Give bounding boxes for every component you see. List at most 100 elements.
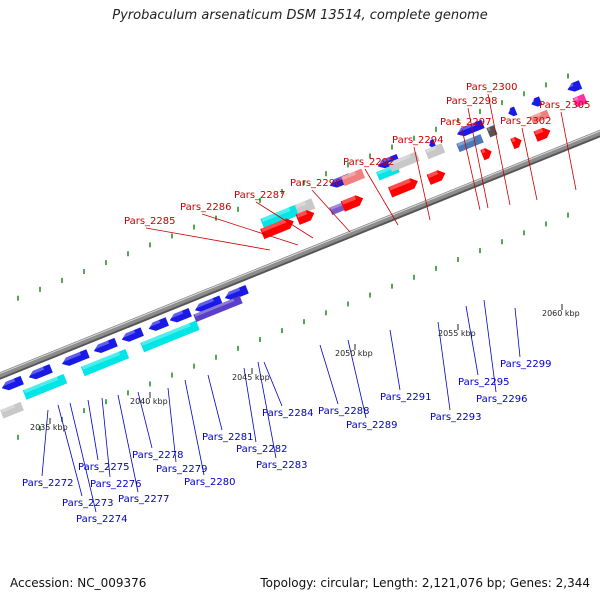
forward-leader-4	[311, 189, 351, 233]
map-title: Pyrobaculum arsenaticum DSM 13514, compl…	[112, 8, 488, 23]
forward-gene-4	[388, 178, 418, 198]
reverse-gene-b5-highlight	[507, 108, 511, 113]
forward-gene-5-highlight	[427, 170, 439, 178]
forward-gene-2	[295, 210, 315, 225]
reverse-leader-8	[167, 387, 177, 463]
pseudo-gene-upper-1-shape	[294, 198, 316, 216]
pseudo-gene-upper-3-highlight	[425, 145, 437, 153]
reverse-gene-8-shape	[195, 295, 223, 313]
purple-block-1-shape	[193, 295, 243, 322]
pseudo-gene-upper-1	[294, 198, 316, 216]
steel-block-1-highlight	[457, 136, 476, 147]
pseudo-gene-1-shape	[0, 401, 24, 419]
label-leader-lines	[41, 93, 577, 513]
reverse-gene-4	[93, 337, 118, 353]
reverse-gene-5	[121, 327, 144, 342]
reverse-leader-12	[257, 361, 277, 459]
reverse-gene-7	[169, 307, 192, 323]
reverse-gene-6-highlight	[147, 319, 161, 328]
reverse-gene-1-shape	[1, 375, 24, 391]
forward-leader-2	[201, 213, 299, 246]
reverse-label-19: Pars_2296	[476, 394, 527, 405]
reverse-gene-b5	[507, 106, 518, 117]
reverse-gene-9-highlight	[224, 287, 241, 297]
forward-gene-light-1	[340, 168, 366, 187]
reverse-leader-2	[57, 404, 83, 497]
reverse-gene-b6	[530, 96, 543, 107]
reverse-label-12: Pars_2283	[256, 460, 307, 471]
forward-gene-2-shape	[295, 210, 315, 225]
steel-block-1-shape	[456, 134, 484, 153]
forward-gene-6-shape	[480, 148, 492, 161]
reverse-gene-5-shape	[121, 327, 144, 342]
reverse-gene-b6-highlight	[530, 98, 535, 103]
forward-label-8: Pars_2298	[446, 96, 497, 107]
reverse-gene-4-highlight	[93, 340, 110, 350]
forward-leader-6	[413, 146, 431, 221]
forward-gene-3	[340, 195, 364, 212]
reverse-leader-20	[514, 307, 521, 358]
forward-gene-3-shape	[340, 195, 364, 212]
reverse-gene-b1-highlight	[329, 175, 344, 185]
reverse-gene-7-shape	[169, 307, 192, 323]
reverse-gene-2-shape	[28, 364, 53, 380]
pseudo-gene-upper-3	[424, 143, 446, 160]
reverse-label-2: Pars_2273	[62, 498, 113, 509]
forward-leader-8	[467, 107, 489, 209]
reverse-label-10: Pars_2281	[202, 432, 253, 443]
purple-block-1-highlight	[194, 298, 235, 317]
reverse-gene-1-highlight	[1, 378, 16, 387]
pseudo-gene-upper-1-highlight	[295, 200, 307, 209]
reverse-gene-3	[61, 349, 90, 366]
forward-gene-3-highlight	[341, 195, 357, 205]
forward-label-3: Pars_2287	[234, 190, 285, 201]
reverse-label-11: Pars_2282	[236, 444, 287, 455]
reverse-label-1: Pars_2272	[22, 478, 73, 489]
forward-label-2: Pars_2286	[180, 202, 231, 213]
scale-labels: 2035 kbp 2040 kbp 2045 kbp 2050 kbp 2055 kbp…	[30, 304, 580, 432]
reverse-gene-b2-highlight	[377, 156, 392, 165]
gene-labels: Pars_2285Pars_2286Pars_2287Pars_2290Pars…	[22, 82, 590, 525]
dark-block-1-highlight	[487, 126, 491, 131]
pseudo-gene-1	[0, 401, 24, 419]
reverse-gene-5-highlight	[121, 329, 136, 339]
reverse-label-7: Pars_2278	[132, 450, 183, 461]
forward-gene-2-highlight	[296, 210, 308, 218]
scale-label-3: 2045 kbp	[232, 373, 270, 382]
cds-band-4-highlight	[377, 166, 392, 175]
reverse-label-20: Pars_2299	[500, 359, 551, 370]
forward-label-10: Pars_2302	[500, 116, 551, 127]
forward-leader-7	[461, 128, 481, 211]
reverse-gene-2-highlight	[28, 366, 45, 376]
scale-label-1: 2035 kbp	[30, 423, 68, 432]
reverse-leader-4	[87, 399, 99, 461]
genome-axis	[0, 129, 600, 380]
forward-leader-1	[145, 227, 271, 251]
cds-band-3	[140, 320, 200, 353]
cds-band-1-highlight	[23, 376, 59, 394]
cds-band-2-highlight	[81, 351, 121, 370]
purple-block-2-highlight	[330, 202, 343, 210]
accession-text: Accession: NC_009376	[10, 576, 147, 590]
reverse-gene-b2-shape	[377, 153, 400, 169]
reverse-gene-7-highlight	[169, 310, 184, 319]
reverse-label-6: Pars_2277	[118, 494, 169, 505]
forward-gene-4-highlight	[388, 178, 411, 191]
forward-leader-11	[560, 111, 577, 191]
scale-label-6: 2060 kbp	[542, 309, 580, 318]
forward-gene-6	[480, 148, 492, 161]
reverse-gene-b7	[566, 80, 583, 92]
forward-gene-light-2-shape	[530, 109, 550, 124]
forward-label-5: Pars_2292	[343, 157, 394, 168]
genome-summary-text: Topology: circular; Length: 2,121,076 bp…	[260, 576, 590, 590]
cds-band-3-shape	[140, 320, 200, 353]
forward-gene-8-shape	[533, 127, 551, 142]
forward-gene-8	[533, 127, 551, 142]
purple-block-1	[193, 295, 243, 322]
forward-gene-8-highlight	[534, 128, 544, 135]
reverse-gene-8	[194, 295, 223, 313]
reverse-leader-9	[184, 379, 205, 476]
reverse-leader-1	[41, 409, 49, 477]
reverse-label-14: Pars_2288	[318, 406, 369, 417]
forward-gene-7-highlight	[511, 137, 516, 143]
